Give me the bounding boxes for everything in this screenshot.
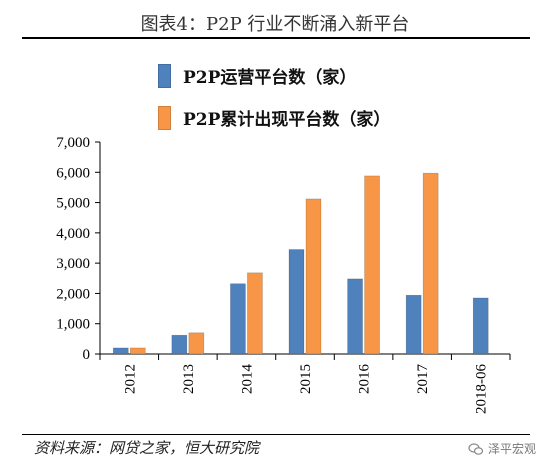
- bar-cumulative: [422, 172, 439, 355]
- bar-operating: [112, 347, 129, 355]
- footer-rule: [22, 434, 530, 435]
- bar-operating: [472, 297, 489, 355]
- bar-operating: [171, 334, 188, 355]
- y-tick-label: 7,000: [56, 135, 90, 151]
- bar-operating: [405, 294, 422, 355]
- x-tick-label: 2015: [298, 364, 314, 394]
- y-tick-label: 4,000: [56, 226, 90, 242]
- legend-swatch-cumulative: [158, 105, 171, 130]
- bar-cumulative: [364, 175, 380, 355]
- bar-cumulative: [129, 347, 146, 355]
- legend-swatch-operating: [158, 63, 171, 88]
- x-tick-label: 2016: [357, 364, 373, 395]
- x-tick-label: 2012: [122, 364, 138, 394]
- title-underline: [22, 37, 530, 39]
- legend-item-cumulative: P2P累计出现平台数（家）: [158, 105, 390, 130]
- x-tick-label: 2017: [415, 364, 431, 395]
- bar-operating: [230, 283, 246, 355]
- x-tick-label: 2013: [181, 364, 197, 394]
- x-tick-label: 2014: [239, 364, 255, 395]
- y-tick-label: 0: [83, 347, 91, 363]
- wechat-icon: [468, 442, 484, 455]
- legend-item-operating: P2P运营平台数（家）: [158, 63, 356, 88]
- source-note: 资料来源：网贷之家，恒大研究院: [34, 439, 260, 457]
- chart-title: 图表4：P2P 行业不断涌入新平台: [140, 14, 410, 35]
- watermark: 泽平宏观: [468, 440, 536, 457]
- bar-cumulative: [305, 198, 322, 355]
- bar-operating: [347, 278, 363, 355]
- y-tick-label: 5,000: [56, 196, 90, 212]
- watermark-label: 泽平宏观: [487, 442, 536, 456]
- legend-label-operating: P2P运营平台数（家）: [183, 68, 357, 88]
- y-tick-label: 3,000: [56, 256, 90, 272]
- legend-label-cumulative: P2P累计出现平台数（家）: [183, 110, 391, 130]
- bar-cumulative: [188, 332, 205, 355]
- y-tick-label: 1,000: [56, 317, 90, 333]
- bar-operating: [288, 249, 305, 355]
- bar-cumulative: [247, 272, 263, 355]
- x-tick-label: 2018-06: [474, 364, 490, 414]
- y-tick-label: 2,000: [56, 286, 90, 302]
- y-tick-label: 6,000: [56, 165, 90, 181]
